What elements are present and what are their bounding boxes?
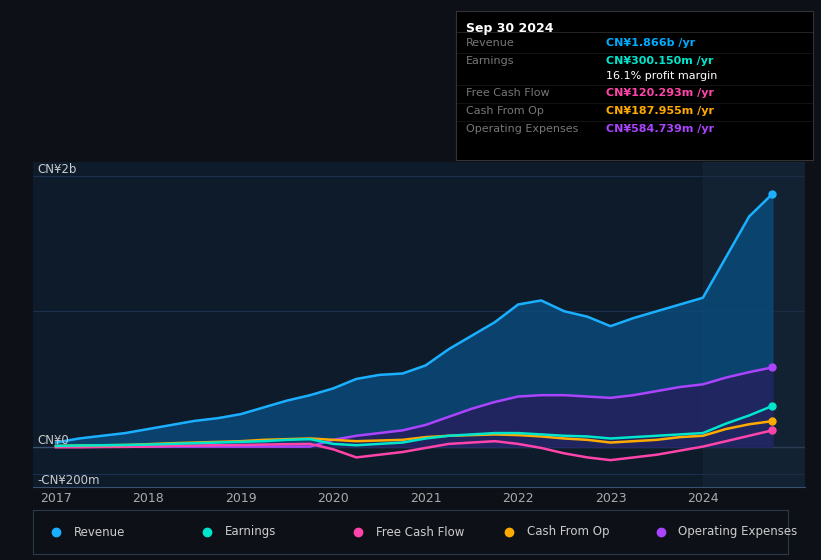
- Text: CN¥1.866b /yr: CN¥1.866b /yr: [606, 38, 695, 48]
- Text: Operating Expenses: Operating Expenses: [678, 525, 797, 539]
- Text: Cash From Op: Cash From Op: [466, 106, 544, 116]
- Bar: [703, 162, 805, 487]
- Text: Revenue: Revenue: [466, 38, 515, 48]
- Text: 16.1% profit margin: 16.1% profit margin: [606, 71, 717, 81]
- Text: CN¥0: CN¥0: [38, 433, 69, 447]
- Text: Free Cash Flow: Free Cash Flow: [376, 525, 464, 539]
- Text: CN¥2b: CN¥2b: [38, 163, 77, 176]
- Text: Earnings: Earnings: [466, 56, 515, 66]
- Text: CN¥187.955m /yr: CN¥187.955m /yr: [606, 106, 713, 116]
- Text: CN¥300.150m /yr: CN¥300.150m /yr: [606, 56, 713, 66]
- Text: CN¥584.739m /yr: CN¥584.739m /yr: [606, 124, 713, 134]
- Text: Earnings: Earnings: [225, 525, 276, 539]
- Text: Cash From Op: Cash From Op: [527, 525, 609, 539]
- Text: Sep 30 2024: Sep 30 2024: [466, 22, 554, 35]
- Text: CN¥120.293m /yr: CN¥120.293m /yr: [606, 88, 713, 99]
- Text: Free Cash Flow: Free Cash Flow: [466, 88, 550, 99]
- Text: -CN¥200m: -CN¥200m: [38, 474, 100, 487]
- Text: Operating Expenses: Operating Expenses: [466, 124, 579, 134]
- Text: Revenue: Revenue: [74, 525, 125, 539]
